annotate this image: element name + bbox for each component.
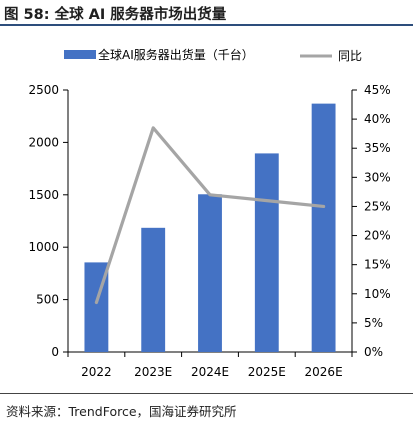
title-divider [0, 24, 413, 26]
legend-line-label: 同比 [338, 49, 362, 63]
right-axis-tick-label: 30% [364, 170, 391, 184]
yoy-point [322, 205, 325, 208]
left-axis-tick-label: 0 [51, 345, 59, 359]
left-axis-tick-label: 1000 [28, 240, 59, 254]
left-axis-tick-label: 1500 [28, 188, 59, 202]
source-divider [0, 393, 413, 394]
right-axis-tick-label: 35% [364, 141, 391, 155]
right-axis-tick-label: 0% [364, 345, 383, 359]
right-axis-tick-label: 20% [364, 229, 391, 243]
right-axis-tick-label: 5% [364, 316, 383, 330]
axes: 0 500 1000 1500 2000 2500 0% 5% 10% 15% 20% 25% 30% 3… [28, 83, 390, 379]
bar-series [84, 103, 336, 353]
bar [198, 194, 222, 352]
left-axis-tick-label: 500 [36, 293, 59, 307]
x-axis-tick-label: 2025E [248, 365, 286, 379]
x-axis-tick-label: 2022 [81, 365, 112, 379]
legend: 全球AI服务器出货量（千台） 同比 [64, 47, 362, 63]
yoy-point [265, 199, 268, 202]
yoy-point [95, 301, 98, 304]
figure-title: 图 58: 全球 AI 服务器市场出货量 [4, 7, 227, 23]
right-axis-tick-label: 40% [364, 112, 391, 126]
figure-title-bar: 图 58: 全球 AI 服务器市场出货量 [0, 0, 413, 26]
left-axis-tick-label: 2000 [28, 135, 59, 149]
yoy-point [208, 193, 212, 196]
yoy-point [152, 126, 155, 130]
source-note: 资料来源：TrendForce，国海证券研究所 [6, 404, 237, 419]
bar [141, 227, 166, 352]
left-axis-tick-label: 2500 [28, 83, 59, 97]
right-axis-tick-label: 15% [364, 258, 391, 272]
legend-bar-swatch [64, 50, 96, 59]
right-axis-tick-label: 25% [364, 199, 391, 213]
source-footer: 资料来源：TrendForce，国海证券研究所 [0, 393, 413, 425]
chart: 全球AI服务器出货量（千台） 同比 0 500 1000 1500 2000 2500 0%… [28, 47, 390, 379]
bar [311, 103, 336, 353]
legend-bar-label: 全球AI服务器出货量（千台） [98, 47, 254, 62]
x-axis-tick-label: 2023E [134, 365, 172, 379]
x-axis-tick-label: 2024E [191, 365, 229, 379]
bar [254, 153, 279, 352]
x-axis-tick-label: 2026E [305, 365, 343, 379]
yoy-line-series [94, 126, 326, 305]
right-axis-tick-label: 10% [364, 287, 391, 301]
right-axis-tick-label: 45% [364, 83, 391, 97]
